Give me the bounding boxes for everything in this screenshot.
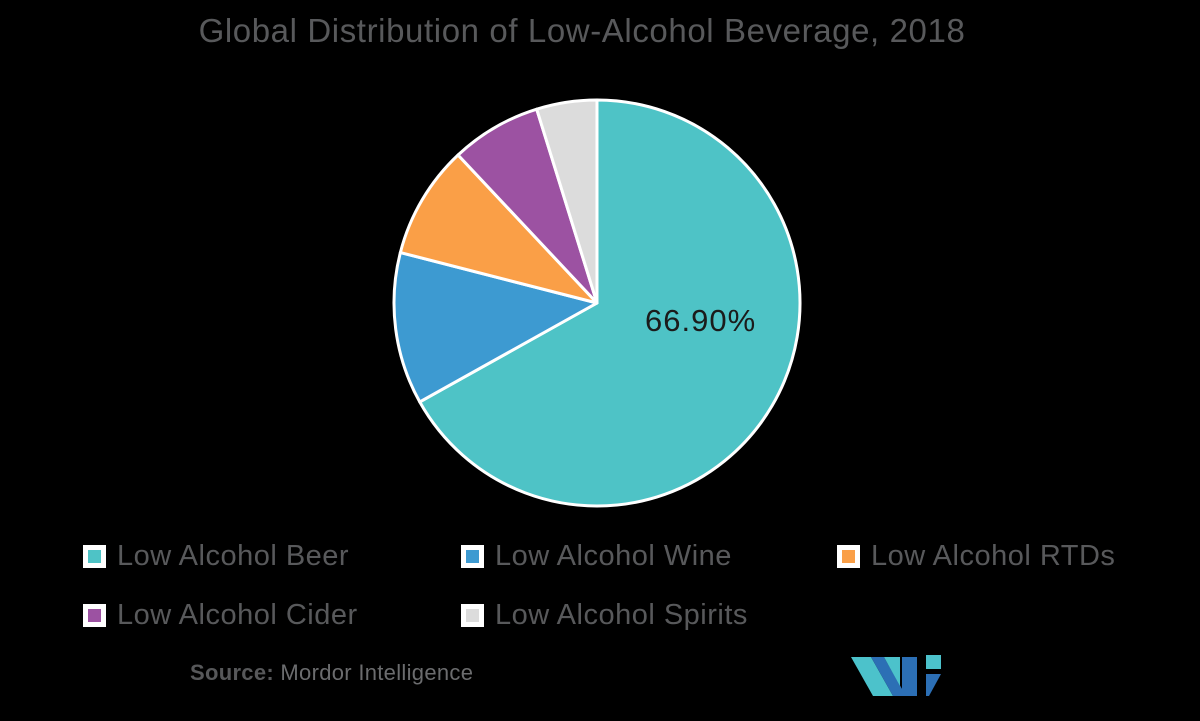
pie-slice-low-alcohol-wine	[392, 251, 599, 404]
logo-i-blue-stem	[926, 674, 941, 696]
logo-m-left-teal-stroke	[851, 657, 893, 696]
mordor-intelligence-logo	[851, 655, 941, 696]
legend-label-rtds: Low Alcohol RTDs	[871, 540, 1116, 572]
pie-slice-low-alcohol-rtds	[398, 153, 599, 305]
legend-item-low-alcohol-beer: Low Alcohol Beer	[83, 540, 350, 572]
legend-swatch-cider	[83, 604, 106, 627]
legend-label-cider: Low Alcohol Cider	[117, 599, 358, 631]
legend-item-low-alcohol-wine: Low Alcohol Wine	[461, 540, 732, 572]
logo-i-teal-cap	[926, 655, 941, 669]
legend-item-low-alcohol-rtds: Low Alcohol RTDs	[837, 540, 1116, 572]
legend-swatch-wine	[461, 545, 484, 568]
pie-datalabel-beer: 66.90%	[645, 303, 757, 338]
legend-item-low-alcohol-spirits: Low Alcohol Spirits	[461, 599, 748, 631]
logo-m-mid-teal-stroke	[884, 657, 900, 686]
pie-slice-low-alcohol-spirits	[535, 98, 599, 305]
legend-label-beer: Low Alcohol Beer	[117, 540, 350, 572]
source-prefix-label: Source:	[190, 660, 275, 685]
source-text: Mordor Intelligence	[274, 660, 474, 685]
legend-swatch-rtds	[837, 545, 860, 568]
legend-swatch-spirits	[461, 604, 484, 627]
legend-item-low-alcohol-cider: Low Alcohol Cider	[83, 599, 358, 631]
legend-label-wine: Low Alcohol Wine	[495, 540, 732, 572]
legend-swatch-beer	[83, 545, 106, 568]
chart-title: Global Distribution of Low-Alcohol Bever…	[198, 12, 966, 49]
pie-slice-low-alcohol-beer	[418, 98, 802, 508]
logo-m-right-blue-stroke	[902, 657, 917, 696]
source-line: Source: Mordor Intelligence	[190, 660, 473, 686]
legend-label-spirits: Low Alcohol Spirits	[495, 599, 748, 631]
logo-m-diagonal-blue-stroke	[871, 657, 906, 696]
